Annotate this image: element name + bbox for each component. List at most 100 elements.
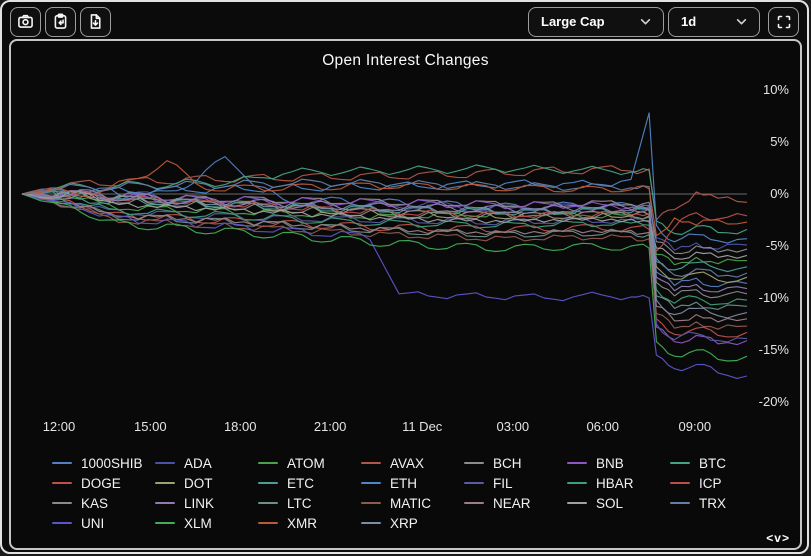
chart-toolbar: Large Cap 1d [10,6,799,37]
clipboard-paste-icon [52,13,69,30]
category-select-value: Large Cap [541,14,605,29]
legend-swatch [361,482,381,484]
legend-label: NEAR [493,496,531,511]
legend-label: LINK [184,496,214,511]
y-tick-label: 0% [770,186,789,201]
legend-item-XRP[interactable]: XRP [361,513,464,533]
legend-item-ICP[interactable]: ICP [670,473,773,493]
legend-label: ATOM [287,456,325,471]
legend-item-TRX[interactable]: TRX [670,493,773,513]
legend-item-BTC[interactable]: BTC [670,453,773,473]
legend-label: ETH [390,476,417,491]
legend-item-BCH[interactable]: BCH [464,453,567,473]
legend-item-FIL[interactable]: FIL [464,473,567,493]
legend-item-XLM[interactable]: XLM [155,513,258,533]
legend-label: LTC [287,496,312,511]
legend-item-DOGE[interactable]: DOGE [52,473,155,493]
legend-label: FIL [493,476,513,491]
legend-label: ETC [287,476,314,491]
legend-swatch [155,522,175,524]
legend-label: DOT [184,476,213,491]
legend-label: HBAR [596,476,634,491]
legend-swatch [670,502,690,504]
x-tick-label: 21:00 [314,419,347,434]
y-tick-label: -5% [766,238,789,253]
legend-item-1000SHIB[interactable]: 1000SHIB [52,453,155,473]
legend-label: BNB [596,456,624,471]
legend-swatch [670,482,690,484]
x-tick-label: 06:00 [586,419,619,434]
legend-label: UNI [81,516,104,531]
legend-swatch [567,502,587,504]
legend-swatch [567,462,587,464]
chart-panel: Open Interest Changes 10%5%0%-5%-10%-15%… [9,39,802,550]
legend-item-LTC[interactable]: LTC [258,493,361,513]
legend-swatch [155,502,175,504]
legend-swatch [258,522,278,524]
legend-swatch [464,482,484,484]
fullscreen-icon [776,14,792,30]
legend-item-ETC[interactable]: ETC [258,473,361,493]
legend-swatch [258,502,278,504]
y-tick-label: -15% [759,342,789,357]
legend-swatch [258,482,278,484]
legend-label: BTC [699,456,726,471]
copy-to-clipboard-button[interactable] [45,7,76,37]
legend-item-ADA[interactable]: ADA [155,453,258,473]
camera-icon [17,13,34,30]
legend-item-ATOM[interactable]: ATOM [258,453,361,473]
legend-label: AVAX [390,456,424,471]
fullscreen-button[interactable] [768,7,799,37]
chevron-down-icon [640,18,651,26]
legend-swatch [567,482,587,484]
legend-item-UNI[interactable]: UNI [52,513,155,533]
legend-item-BNB[interactable]: BNB [567,453,670,473]
screenshot-button[interactable] [10,7,41,37]
legend-item-LINK[interactable]: LINK [155,493,258,513]
legend-swatch [52,462,72,464]
x-tick-label: 11 Dec [402,419,442,434]
legend-swatch [258,462,278,464]
legend-swatch [155,482,175,484]
legend-label: ADA [184,456,212,471]
legend-swatch [52,522,72,524]
legend-item-AVAX[interactable]: AVAX [361,453,464,473]
legend-item-ETH[interactable]: ETH [361,473,464,493]
legend-label: BCH [493,456,522,471]
legend-item-XMR[interactable]: XMR [258,513,361,533]
legend-item-KAS[interactable]: KAS [52,493,155,513]
x-tick-label: 12:00 [43,419,76,434]
legend-item-DOT[interactable]: DOT [155,473,258,493]
legend-item-SOL[interactable]: SOL [567,493,670,513]
legend-item-MATIC[interactable]: MATIC [361,493,464,513]
y-tick-label: -10% [759,290,789,305]
legend-label: XRP [390,516,418,531]
legend-swatch [52,502,72,504]
chevron-down-icon [736,18,747,26]
legend-swatch [361,522,381,524]
legend-item-NEAR[interactable]: NEAR [464,493,567,513]
interval-select[interactable]: 1d [668,7,760,37]
app-window: Large Cap 1d [0,0,809,554]
y-tick-label: 5% [770,134,789,149]
legend-label: SOL [596,496,623,511]
legend-label: ICP [699,476,722,491]
x-tick-label: 15:00 [134,419,167,434]
file-download-icon [87,13,104,30]
legend-label: XMR [287,516,317,531]
legend-label: DOGE [81,476,121,491]
x-tick-label: 09:00 [679,419,712,434]
legend-swatch [464,462,484,464]
legend-label: 1000SHIB [81,456,143,471]
x-tick-label: 03:00 [497,419,530,434]
interval-select-value: 1d [681,14,696,29]
legend-label: TRX [699,496,726,511]
legend-swatch [361,462,381,464]
legend-label: XLM [184,516,212,531]
velo-watermark[interactable]: <v> [766,531,790,545]
legend-item-HBAR[interactable]: HBAR [567,473,670,493]
legend-label: KAS [81,496,108,511]
export-file-button[interactable] [80,7,111,37]
category-select[interactable]: Large Cap [528,7,664,37]
legend-swatch [155,462,175,464]
